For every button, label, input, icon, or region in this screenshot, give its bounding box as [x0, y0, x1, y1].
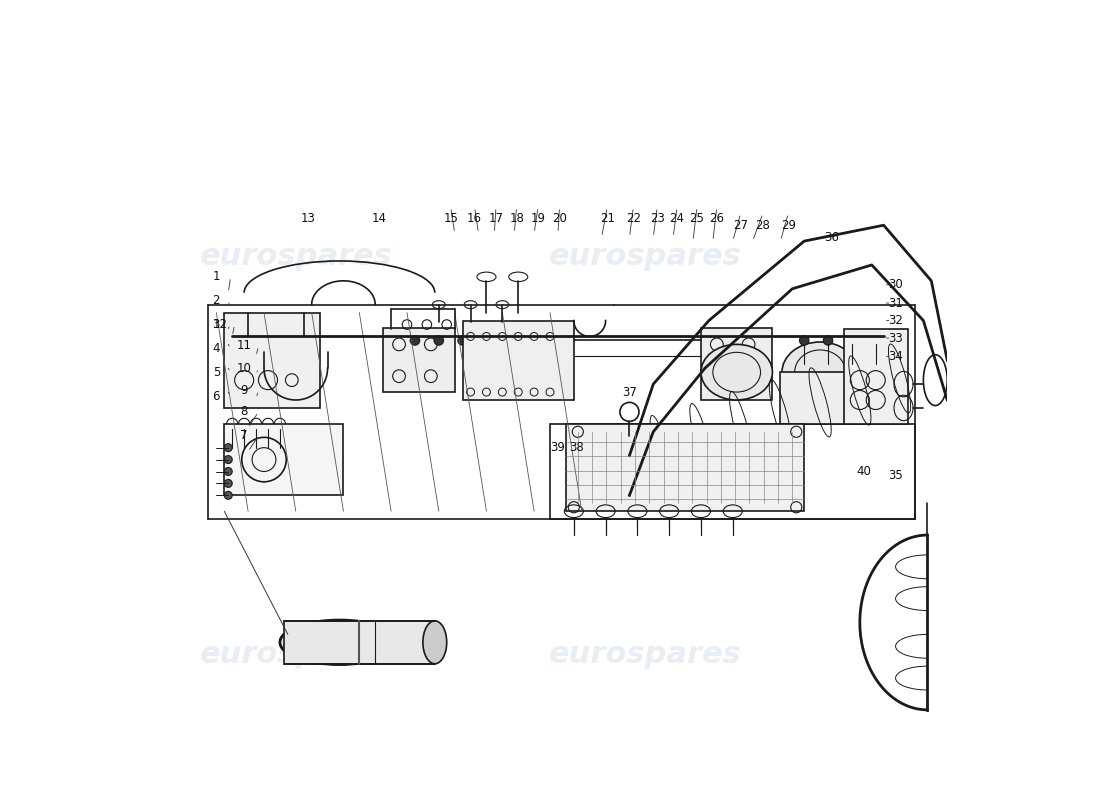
- Text: 2: 2: [212, 294, 220, 307]
- Ellipse shape: [279, 620, 399, 665]
- Circle shape: [458, 336, 468, 345]
- Text: 13: 13: [300, 212, 315, 226]
- Circle shape: [224, 444, 232, 452]
- Text: 12: 12: [212, 318, 228, 331]
- Text: 23: 23: [650, 212, 664, 226]
- Bar: [844, 329, 908, 424]
- Bar: [383, 329, 454, 392]
- Bar: [284, 621, 434, 664]
- Text: 27: 27: [734, 218, 748, 232]
- Text: 25: 25: [690, 212, 704, 226]
- Text: eurospares: eurospares: [549, 640, 741, 669]
- Circle shape: [497, 336, 507, 345]
- Circle shape: [871, 336, 880, 345]
- Text: 35: 35: [888, 469, 903, 482]
- Text: 37: 37: [621, 386, 637, 398]
- Text: eurospares: eurospares: [199, 242, 393, 271]
- Bar: [701, 329, 772, 400]
- Bar: [463, 321, 574, 400]
- Text: 31: 31: [888, 297, 903, 310]
- Text: 6: 6: [212, 390, 220, 402]
- Text: 21: 21: [600, 212, 615, 226]
- Text: 24: 24: [670, 212, 684, 226]
- Text: 11: 11: [236, 339, 252, 353]
- Text: 40: 40: [857, 465, 871, 478]
- Text: 3: 3: [212, 318, 220, 331]
- Text: 4: 4: [212, 342, 220, 355]
- Text: 10: 10: [236, 362, 252, 374]
- Circle shape: [474, 336, 483, 345]
- Circle shape: [224, 479, 232, 487]
- Circle shape: [800, 336, 808, 345]
- Circle shape: [434, 336, 443, 345]
- Text: 26: 26: [710, 212, 724, 226]
- Text: eurospares: eurospares: [199, 640, 393, 669]
- Circle shape: [224, 456, 232, 463]
- Text: 39: 39: [550, 441, 565, 454]
- Text: 28: 28: [756, 218, 770, 232]
- Ellipse shape: [701, 344, 772, 400]
- Text: 8: 8: [241, 406, 248, 418]
- Text: 30: 30: [888, 278, 903, 291]
- Bar: [780, 372, 860, 424]
- Ellipse shape: [422, 621, 447, 664]
- Bar: [565, 424, 804, 511]
- Bar: [224, 313, 320, 408]
- Bar: [550, 424, 915, 519]
- Text: 36: 36: [825, 230, 839, 244]
- Circle shape: [410, 336, 420, 345]
- Text: 22: 22: [626, 212, 641, 226]
- Text: eurospares: eurospares: [549, 242, 741, 271]
- Circle shape: [224, 491, 232, 499]
- Bar: [224, 424, 343, 495]
- Circle shape: [847, 336, 857, 345]
- Text: 32: 32: [888, 314, 903, 327]
- Text: 19: 19: [530, 212, 546, 226]
- Circle shape: [224, 467, 232, 475]
- Circle shape: [521, 336, 531, 345]
- Text: 20: 20: [552, 212, 567, 226]
- Text: 38: 38: [569, 441, 584, 454]
- Text: 29: 29: [781, 218, 795, 232]
- Text: 15: 15: [443, 212, 458, 226]
- Ellipse shape: [782, 342, 858, 402]
- Text: 14: 14: [372, 212, 387, 226]
- Text: 5: 5: [212, 366, 220, 378]
- Text: 9: 9: [241, 384, 248, 397]
- Text: 16: 16: [468, 212, 482, 226]
- Text: 1: 1: [212, 270, 220, 283]
- Circle shape: [823, 336, 833, 345]
- Text: 34: 34: [888, 350, 903, 363]
- Text: 17: 17: [488, 212, 504, 226]
- Text: 33: 33: [888, 331, 903, 345]
- Text: 7: 7: [241, 430, 248, 442]
- Text: 18: 18: [509, 212, 524, 226]
